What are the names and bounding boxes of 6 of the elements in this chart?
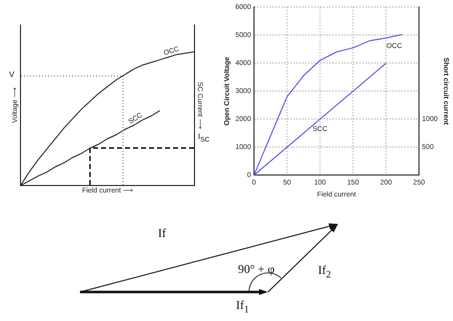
text: 90° + φ [238, 262, 274, 277]
text: I$_{SC}$ [198, 132, 210, 144]
text: If$_{1}$ [236, 298, 249, 316]
text: If [158, 226, 166, 241]
text: If$_{2}$ [318, 263, 331, 280]
text: V [9, 70, 14, 79]
